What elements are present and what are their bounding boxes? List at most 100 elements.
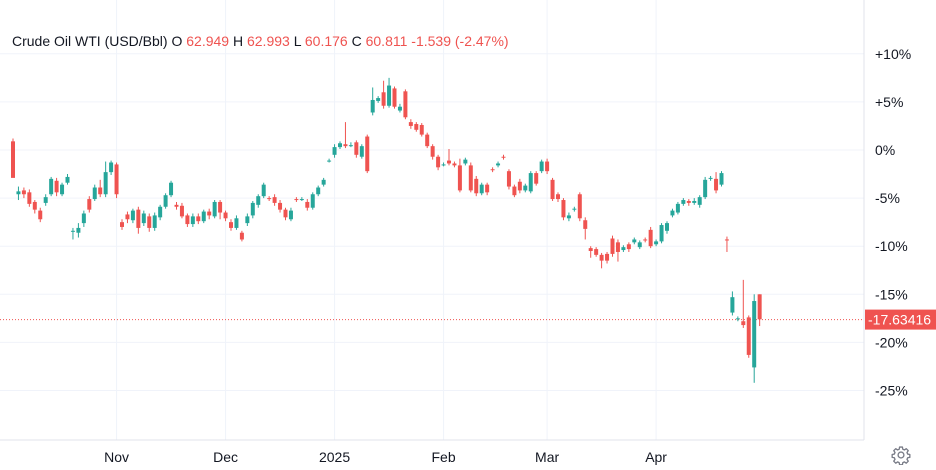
candle-body-down [27, 192, 32, 204]
candle-body-up [141, 213, 146, 224]
candle-body-down [714, 178, 719, 191]
candle-body-up [675, 203, 680, 213]
close-value: 60.811 [365, 33, 408, 49]
candle-body-down [648, 229, 653, 247]
y-tick-label: 0% [875, 142, 895, 158]
candle-body-down [419, 124, 424, 135]
candle-body-down [501, 156, 506, 158]
candle-body-up [681, 200, 686, 204]
candle-body-up [463, 159, 468, 164]
candle-body-down [430, 146, 435, 157]
candle-body-down [120, 222, 124, 227]
y-tick-label: -25% [875, 383, 908, 399]
candle-body-down [517, 181, 522, 191]
candle-body-down [223, 212, 228, 219]
candle-body-down [283, 209, 288, 218]
candle-body-up [261, 184, 266, 197]
candle-body-down [403, 91, 408, 118]
candle-body-up [708, 177, 713, 179]
candle-body-up [539, 161, 544, 172]
candle-body-up [752, 301, 757, 368]
candle-body-up [441, 164, 446, 166]
candle-body-down [550, 179, 555, 200]
candle-body-up [327, 160, 332, 162]
candle-body-up [479, 184, 484, 194]
candle-body-up [130, 210, 135, 221]
x-tick-label: Dec [213, 449, 238, 465]
low-label: L [293, 33, 301, 49]
last-value-label: -17.63416 [868, 312, 931, 328]
candle-body-down [506, 171, 511, 187]
candle-body-down [583, 220, 588, 229]
candle-body-down [87, 199, 92, 210]
candle-body-down [468, 165, 473, 191]
candle-body-up [234, 218, 239, 228]
settings-gear-icon[interactable] [891, 445, 911, 465]
x-tick-label: 2025 [319, 449, 350, 465]
candle-body-down [512, 186, 517, 196]
candle-body-up [496, 163, 501, 166]
candle-body-down [686, 200, 691, 203]
open-value: 62.949 [186, 33, 230, 49]
candle-body-up [70, 230, 75, 232]
candle-body-up [523, 185, 528, 191]
candle-body-down [185, 215, 190, 225]
y-tick-label: -5% [875, 190, 900, 206]
candle-body-up [528, 173, 533, 192]
candle-body-down [577, 194, 582, 219]
candle-body-down [615, 242, 620, 252]
candle-body-down [54, 180, 59, 193]
change-percent: (-2.47%) [454, 33, 509, 49]
candle-body-up [654, 241, 659, 245]
candle-body-down [392, 88, 397, 107]
candle-body-up [703, 179, 708, 198]
y-tick-label: +10% [875, 46, 911, 62]
candle-body-up [376, 98, 381, 101]
y-tick-label: -15% [875, 286, 908, 302]
y-tick-label: +5% [875, 94, 903, 110]
candle-body-up [256, 196, 261, 205]
candle-body-down [545, 161, 550, 172]
high-label: H [232, 33, 244, 49]
candle-body-up [719, 173, 724, 185]
candle-body-up [348, 145, 353, 147]
candle-body-down [457, 165, 462, 191]
candle-body-up [16, 191, 21, 195]
candle-body-up [566, 215, 571, 219]
candle-body-down [741, 321, 746, 326]
candle-body-up [310, 194, 315, 208]
candle-body-down [556, 194, 560, 200]
candle-body-down [485, 184, 490, 193]
candle-body-up [730, 297, 735, 313]
candle-body-down [561, 200, 566, 218]
candle-body-down [98, 187, 103, 195]
candle-body-up [169, 182, 174, 196]
candle-body-up [49, 178, 54, 195]
candle-body-down [643, 239, 648, 241]
candle-body-up [163, 195, 168, 207]
candle-body-up [665, 223, 669, 231]
candle-body-down [125, 214, 130, 220]
candle-body-up [370, 99, 375, 113]
candle-body-up [397, 106, 402, 111]
candle-body-down [626, 244, 631, 250]
candle-body-up [103, 172, 108, 195]
candle-body-down [408, 122, 413, 126]
candle-body-down [414, 124, 419, 130]
candle-body-up [299, 199, 304, 201]
candle-body-down [196, 216, 201, 222]
candle-body-up [109, 162, 114, 173]
candle-body-down [239, 232, 244, 240]
x-tick-label: Apr [645, 449, 667, 465]
candle-body-down [11, 141, 15, 178]
candle-body-up [316, 187, 321, 195]
candle-body-up [637, 242, 642, 248]
candle-body-down [229, 222, 233, 228]
candle-body-down [21, 190, 26, 195]
candle-body-down [588, 248, 593, 252]
candle-body-up [92, 187, 97, 200]
candle-body-down [218, 201, 223, 213]
candle-body-up [338, 143, 342, 148]
candle-body-up [321, 179, 326, 185]
